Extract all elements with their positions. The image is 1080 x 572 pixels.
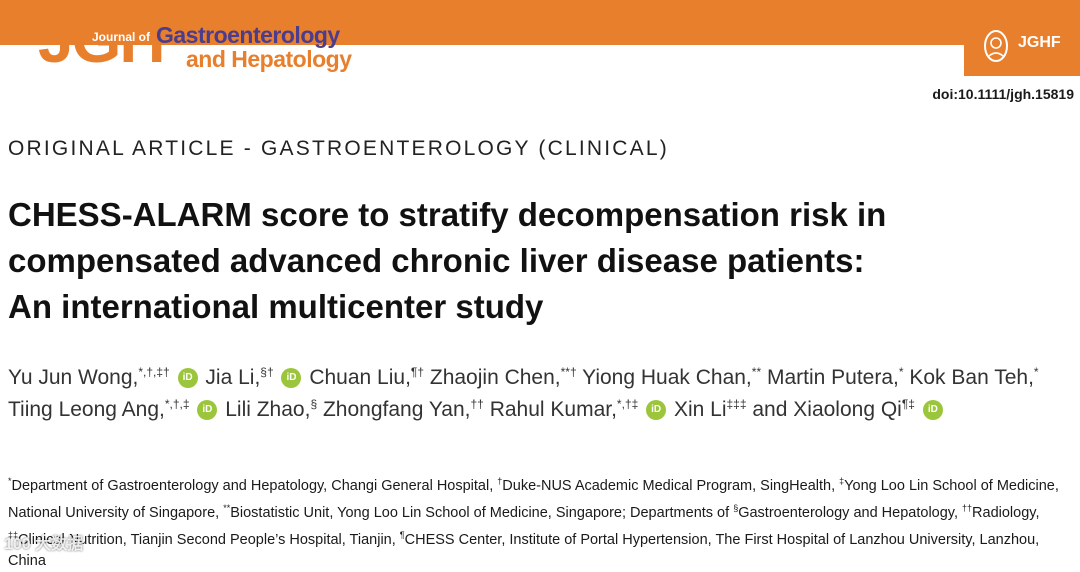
affiliation-text: Clinical Nutrition, Tianjin Second Peopl… — [18, 531, 400, 548]
article-type: ORIGINAL ARTICLE - GASTROENTEROLOGY (CLI… — [8, 137, 669, 160]
orcid-icon[interactable]: iD — [197, 400, 218, 421]
author-name: Tiing Leong Ang, — [8, 398, 165, 421]
author-name: Kok Ban Teh, — [909, 366, 1034, 389]
watermark: 100 大数据 — [4, 536, 84, 553]
affiliations: *Department of Gastroenterology and Hepa… — [8, 470, 1078, 572]
affiliation-text: Gastroenterology and Hepatology, — [738, 504, 963, 521]
affiliation-text: Department of Gastroenterology and Hepat… — [11, 477, 498, 494]
author-name: Xin Li — [673, 398, 727, 421]
journal-of-label: Journal of — [92, 30, 151, 44]
author-affiliation-marks: * — [1033, 365, 1039, 379]
affiliation-mark: ‡ — [839, 476, 845, 486]
affiliation-mark: †† — [962, 502, 973, 513]
affiliation-mark: § — [733, 502, 739, 513]
author-name: Yiong Huak Chan, — [582, 366, 752, 389]
author-affiliation-marks: * — [898, 365, 904, 379]
author-name: Lili Zhao, — [225, 398, 311, 421]
orcid-icon[interactable]: iD — [922, 400, 943, 421]
doi-link[interactable]: doi:10.1111/jgh.15819 — [932, 86, 1074, 102]
orcid-icon[interactable]: iD — [177, 368, 198, 389]
affiliation-mark: ** — [223, 502, 231, 513]
article-title: CHESS-ALARM score to stratify decompensa… — [8, 192, 1078, 330]
author-affiliation-marks: ¶‡ — [901, 397, 915, 411]
jghf-badge — [964, 0, 1080, 76]
author-affiliation-marks: †† — [470, 397, 484, 411]
orcid-icon[interactable]: iD — [646, 400, 667, 421]
jghf-emblem-icon — [984, 30, 1008, 62]
author-name: Chuan Liu, — [309, 366, 411, 389]
affiliation-mark: ‡‡ — [8, 529, 19, 540]
author-affiliation-marks: § — [310, 397, 318, 411]
author-affiliation-marks: §† — [260, 365, 274, 379]
author-name: Zhongfang Yan, — [322, 398, 471, 421]
author-name: Rahul Kumar, — [489, 398, 617, 421]
affiliation-text: Yong Loo Lin School of Medicine, Nationa… — [8, 477, 1059, 521]
affiliation-mark: ¶ — [399, 529, 405, 540]
affiliation-mark: † — [497, 476, 503, 486]
author-name: Jia Li, — [205, 366, 261, 389]
author-affiliation-marks: ¶† — [410, 365, 425, 379]
author-affiliation-marks: **† — [560, 365, 577, 379]
affiliation-text: Radiology, — [972, 504, 1040, 521]
title-line-3: An international multicenter study — [8, 288, 544, 325]
author-list: Yu Jun Wong,*,†,‡† iD Jia Li,§† iD Chuan… — [8, 359, 1078, 423]
affiliation-mark: * — [8, 476, 12, 486]
jghf-label: JGHF — [1018, 34, 1061, 51]
jgh-logo: JGH — [38, 4, 166, 76]
author-affiliation-marks: ** — [751, 365, 762, 379]
header-band — [0, 0, 1080, 45]
orcid-icon[interactable]: iD — [281, 368, 302, 389]
author-name: Zhaojin Chen, — [429, 366, 561, 389]
author-name: Yu Jun Wong, — [8, 366, 139, 389]
author-affiliation-marks: ‡‡‡ — [726, 397, 747, 411]
journal-name-line1: Gastroenterology — [156, 22, 340, 48]
title-line-1: CHESS-ALARM score to stratify decompensa… — [8, 196, 887, 233]
author-name: and — [752, 398, 788, 421]
author-name: Xiaolong Qi — [793, 398, 902, 421]
author-name: Martin Putera, — [766, 366, 899, 389]
author-affiliation-marks: *,†,‡ — [164, 397, 190, 411]
affiliation-text: Duke-NUS Academic Medical Program, SingH… — [502, 477, 840, 494]
journal-name-line2: and Hepatology — [186, 46, 352, 72]
author-affiliation-marks: *,†,‡† — [138, 365, 170, 379]
affiliation-text: Biostatistic Unit, Yong Loo Lin School o… — [230, 504, 734, 521]
author-affiliation-marks: *,†‡ — [616, 397, 639, 411]
title-line-2: compensated advanced chronic liver disea… — [8, 242, 865, 279]
